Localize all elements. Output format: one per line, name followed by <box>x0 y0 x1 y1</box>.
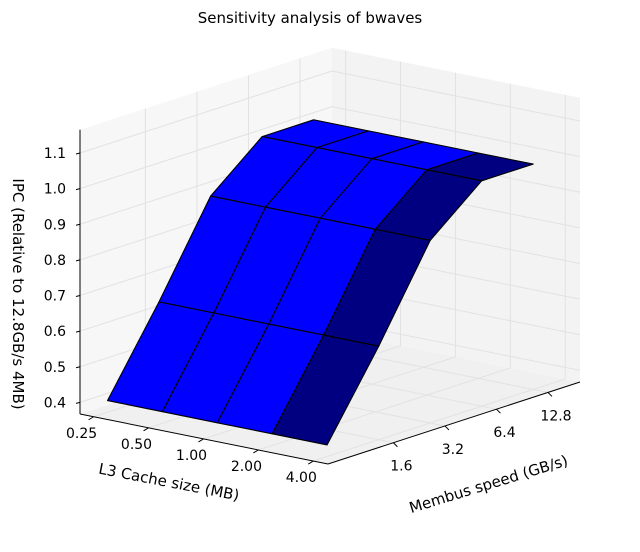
y-tick-label: 2.00 <box>231 459 262 475</box>
z-tick-label: 0.8 <box>44 253 66 269</box>
floor-grid-y <box>313 378 566 462</box>
z-tick-mark <box>75 188 81 191</box>
x-axis-label: Membus speed (GB/s) <box>407 451 570 516</box>
y-tick-label: 4.00 <box>286 470 317 486</box>
z-tick-label: 1.0 <box>44 182 66 198</box>
z-tick-mark <box>75 295 81 297</box>
x-tick-mark <box>393 442 398 448</box>
z-tick-label: 0.6 <box>44 324 66 340</box>
z-tick-label: 0.4 <box>44 395 66 411</box>
surface-patch <box>271 334 380 446</box>
z-tick-mark <box>75 259 81 262</box>
wall-grid-z <box>331 106 581 158</box>
y-tick-label: 0.50 <box>121 437 152 453</box>
wall-grid-z <box>79 70 333 154</box>
z-tick-mark <box>75 401 81 404</box>
z-axis-label: IPC (Relative to 12.8GB/s 4MB) <box>9 178 27 409</box>
x-tick-label: 6.4 <box>493 425 515 441</box>
y-tick-mark <box>143 427 149 432</box>
x-tick-label: 1.6 <box>390 459 412 475</box>
x-tick-mark <box>444 425 450 431</box>
y-axis-line <box>79 413 329 465</box>
x-tick-mark <box>547 392 553 397</box>
x-tick-label: 12.8 <box>540 408 571 424</box>
z-tick-mark <box>75 152 81 155</box>
x-axis-line <box>327 381 581 465</box>
axes <box>79 129 581 465</box>
z-tick-label: 0.5 <box>44 360 66 376</box>
x-tick-mark <box>496 408 501 414</box>
y-tick-label: 0.25 <box>66 426 97 442</box>
chart-title: Sensitivity analysis of bwaves <box>198 9 423 27</box>
y-tick-mark <box>253 449 259 454</box>
z-tick-mark <box>75 366 81 369</box>
z-tick-mark <box>75 223 81 226</box>
wall-grid-z <box>79 106 333 190</box>
x-tick-label: 3.2 <box>442 442 464 458</box>
y-tick-label: 1.00 <box>176 448 207 464</box>
z-tick-label: 0.9 <box>44 217 66 233</box>
y-axis-label: L3 Cache size (MB) <box>97 460 241 505</box>
surface <box>106 119 534 446</box>
y-tick-mark <box>308 460 314 465</box>
y-tick-mark <box>198 438 204 443</box>
z-tick-label: 0.7 <box>44 289 66 305</box>
wall-grid-z <box>331 70 581 122</box>
z-tick-label: 1.1 <box>44 146 66 162</box>
y-tick-mark <box>88 416 94 421</box>
tick-labels: 1.6 3.2 6.4 12.8 4.00 2.00 1.00 0.50 0.250.4 0.5 0… <box>44 146 572 486</box>
z-tick-mark <box>75 330 81 333</box>
